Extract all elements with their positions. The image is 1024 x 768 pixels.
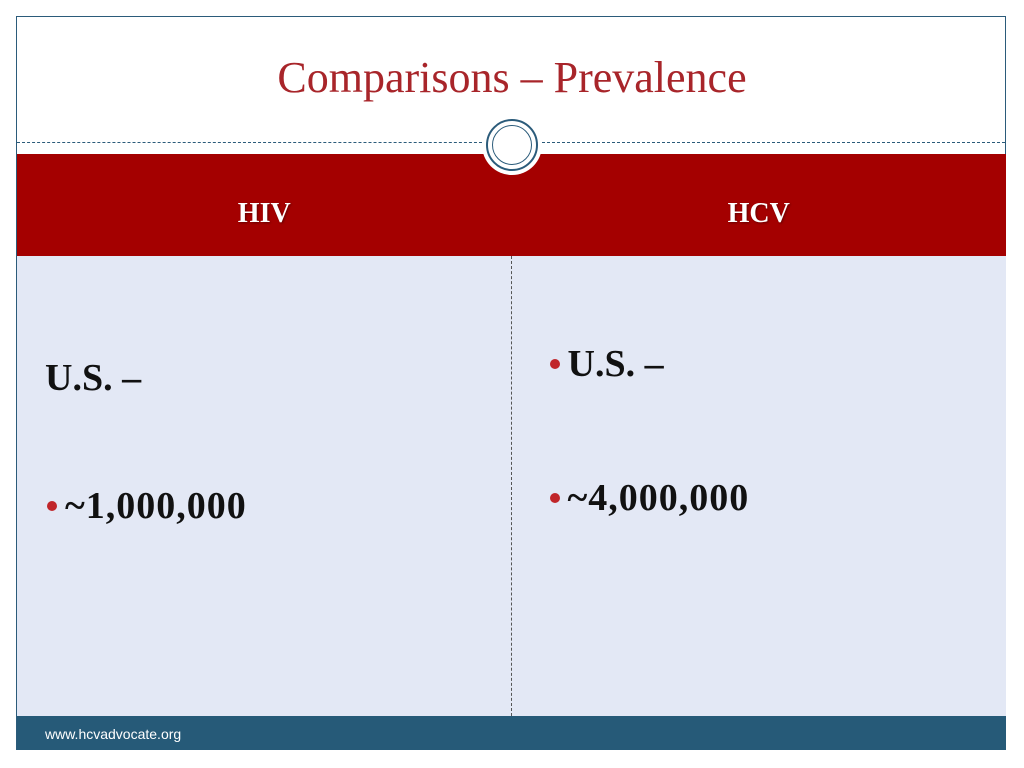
hcv-prevalence-item: ~4,000,000 [549, 476, 750, 520]
title-divider-right [542, 142, 1005, 143]
bullet-icon [549, 359, 560, 369]
ornament-outer-ring [486, 119, 538, 171]
table-cell-hcv: U.S. – ~4,000,000 [512, 256, 1007, 716]
table-body: U.S. – ~1,000,000 U.S. – ~4,000,000 [17, 256, 1006, 716]
title-divider-left [17, 142, 487, 143]
bullet-icon [549, 493, 560, 503]
hiv-region-text: U.S. – [45, 357, 142, 399]
footer-url[interactable]: www.hcvadvocate.org [45, 726, 182, 742]
ornament-inner-ring [492, 125, 532, 165]
hiv-region-label: U.S. – [45, 356, 141, 400]
table-cell-hiv: U.S. – ~1,000,000 [17, 256, 512, 716]
circle-ornament-icon [482, 115, 542, 175]
column-header-hiv: HIV [237, 198, 291, 229]
hcv-region-text: U.S. – [567, 343, 664, 385]
bullet-icon [47, 501, 57, 511]
footer-bar: www.hcvadvocate.org [17, 716, 1006, 750]
hcv-prevalence-value: ~4,000,000 [567, 477, 750, 519]
column-header-hcv: HCV [727, 198, 790, 229]
hcv-region-item: U.S. – [549, 342, 664, 386]
hiv-prevalence-value: ~1,000,000 [65, 485, 247, 527]
hiv-prevalence-item: ~1,000,000 [47, 484, 247, 528]
slide-title: Comparisons – Prevalence [277, 53, 747, 102]
